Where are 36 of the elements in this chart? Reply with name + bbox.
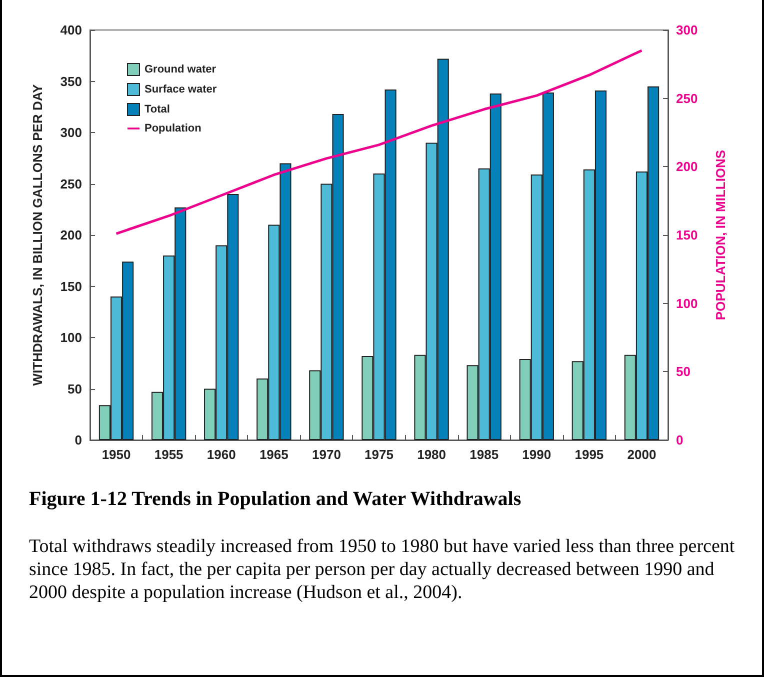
x-tick-label: 1975 — [364, 447, 394, 462]
y-tick-label: 0 — [74, 432, 82, 448]
y2-tick-label: 0 — [676, 432, 684, 448]
legend-label: Ground water — [144, 64, 217, 76]
y2-tick-label: 150 — [676, 228, 698, 242]
text: Total withdraws steadily increased from 1950 to 1980 but have varied less than three percent since 1985. In fact, the per capita per person per day actually decreased between 1990 and 2000 despite a population increase (Hudson et al., 2004). — [29, 535, 736, 604]
x-tick-label: 1965 — [259, 447, 288, 462]
y-tick-label: 200 — [60, 228, 82, 242]
x-tick-label: 1990 — [522, 447, 552, 462]
y-tick-label: 350 — [60, 74, 82, 89]
x-tick-label: 1950 — [102, 447, 131, 462]
y-tick-label: 50 — [68, 381, 82, 396]
y-tick-label: 400 — [60, 22, 82, 38]
x-tick-label: 2000 — [627, 447, 656, 462]
text: Figure 1-12 Trends in Population and Water Withdrawals — [29, 488, 522, 511]
y-tick-label: 100 — [60, 330, 82, 345]
x-tick-label: 1970 — [312, 447, 341, 462]
y2-tick-label: 50 — [676, 364, 690, 380]
y2-axis-title: POPULATION, IN MILLIONS — [713, 150, 728, 320]
x-tick-label: 1955 — [154, 447, 184, 462]
y-axis-title: WITHDRAWALS, IN BILLION GALLONS PER DAY — [30, 84, 45, 386]
y-tick-label: 300 — [60, 125, 82, 140]
y2-tick-label: 200 — [676, 159, 698, 174]
line-series — [115, 49, 643, 235]
y-tick-label: 250 — [60, 176, 82, 192]
legend-label: Surface water — [144, 84, 218, 96]
legend-label: Total — [144, 104, 170, 116]
legend-label: Population — [144, 122, 202, 134]
x-tick-label: 1995 — [574, 447, 604, 462]
y2-tick-label: 300 — [676, 22, 698, 38]
x-tick-label: 1960 — [206, 447, 236, 462]
x-tick-label: 1985 — [470, 447, 499, 462]
x-tick-label: 1980 — [417, 447, 446, 462]
y2-tick-label: 250 — [676, 90, 698, 106]
y-tick-label: 150 — [60, 278, 82, 294]
y2-tick-label: 100 — [676, 296, 698, 311]
